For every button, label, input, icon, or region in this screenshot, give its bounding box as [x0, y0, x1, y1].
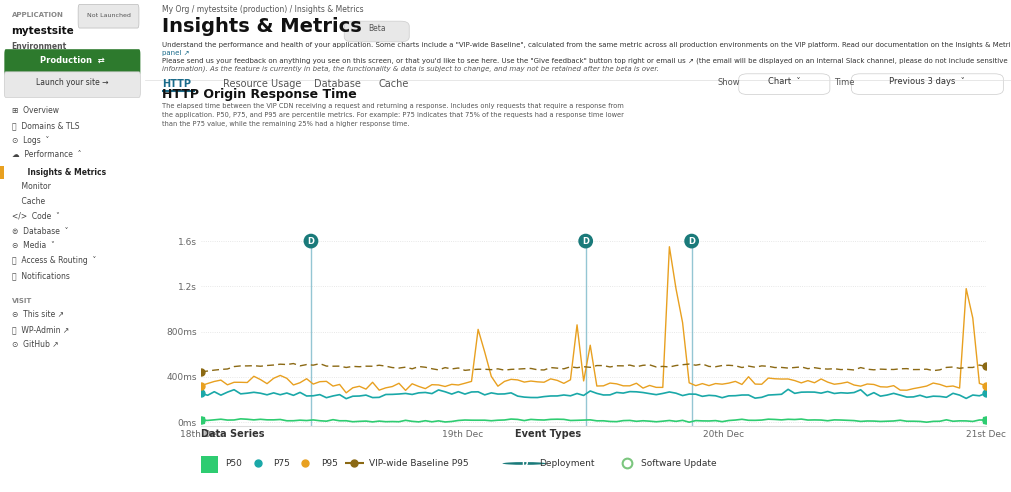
Text: VIP-wide Baseline P95: VIP-wide Baseline P95: [369, 459, 468, 468]
Text: Production  ⇄: Production ⇄: [40, 56, 104, 65]
Text: 🔒  Access & Routing  ˅: 🔒 Access & Routing ˅: [11, 256, 96, 265]
FancyBboxPatch shape: [738, 74, 829, 94]
Text: Cache: Cache: [378, 79, 408, 89]
Text: Not Launched: Not Launched: [87, 13, 131, 18]
Text: Cache: Cache: [11, 197, 44, 206]
Text: Beta: Beta: [368, 25, 385, 33]
Text: ☁  Performance  ˄: ☁ Performance ˄: [11, 151, 81, 159]
Text: information). As the feature is currently in beta, the functionality & data is s: information). As the feature is currentl…: [162, 66, 658, 72]
Text: panel ↗: panel ↗: [162, 50, 189, 56]
Text: Time: Time: [833, 78, 854, 87]
Text: Event Types: Event Types: [515, 429, 580, 439]
Text: ⊙  GitHub ↗: ⊙ GitHub ↗: [11, 340, 59, 349]
Text: Previous 3 days  ˅: Previous 3 days ˅: [889, 77, 964, 86]
Text: than the P75 value, while the remaining 25% had a higher response time.: than the P75 value, while the remaining …: [162, 121, 409, 127]
Text: ⊜  Database  ˅: ⊜ Database ˅: [11, 227, 68, 236]
Text: Ⓦ  WP-Admin ↗: Ⓦ WP-Admin ↗: [11, 325, 69, 334]
Text: Launch your site →: Launch your site →: [36, 78, 108, 87]
FancyBboxPatch shape: [344, 21, 408, 42]
Text: VISIT: VISIT: [11, 298, 32, 304]
Text: 🔔  Notifications: 🔔 Notifications: [11, 271, 70, 280]
Text: D: D: [307, 237, 314, 246]
Text: the application. P50, P75, and P95 are percentile metrics. For example: P75 indi: the application. P50, P75, and P95 are p…: [162, 112, 624, 118]
Text: APPLICATION: APPLICATION: [11, 12, 64, 18]
Circle shape: [502, 462, 546, 465]
Text: Monitor: Monitor: [11, 183, 51, 191]
Text: 🔒  Domains & TLS: 🔒 Domains & TLS: [11, 121, 79, 130]
Text: My Org / mytestsite (production) / Insights & Metrics: My Org / mytestsite (production) / Insig…: [162, 5, 363, 14]
Text: Understand the performance and health of your application. Some charts include a: Understand the performance and health of…: [162, 42, 1011, 48]
Text: P50: P50: [225, 459, 242, 468]
Text: Insights & Metrics: Insights & Metrics: [162, 17, 362, 36]
Text: ⊝  This site ↗: ⊝ This site ↗: [11, 310, 64, 319]
Text: D: D: [581, 237, 588, 246]
Text: Environment: Environment: [11, 42, 67, 51]
Text: Resource Usage: Resource Usage: [222, 79, 301, 89]
Text: D: D: [521, 459, 527, 468]
FancyBboxPatch shape: [0, 166, 145, 179]
Text: HTTP: HTTP: [162, 79, 191, 89]
Text: P95: P95: [320, 459, 338, 468]
FancyBboxPatch shape: [78, 4, 139, 28]
Text: Insights & Metrics: Insights & Metrics: [17, 168, 106, 177]
Bar: [0, 166, 4, 179]
Text: Chart  ˅: Chart ˅: [766, 77, 800, 86]
FancyBboxPatch shape: [4, 49, 141, 76]
Text: </>  Code  ˅: </> Code ˅: [11, 212, 60, 221]
Text: D: D: [687, 237, 695, 246]
Text: The elapsed time between the VIP CDN receiving a request and returning a respons: The elapsed time between the VIP CDN rec…: [162, 103, 623, 109]
Text: Database: Database: [313, 79, 360, 89]
Text: Data Series: Data Series: [201, 429, 264, 439]
Text: ⊞  Overview: ⊞ Overview: [11, 106, 59, 115]
FancyBboxPatch shape: [4, 72, 141, 97]
Text: P75: P75: [273, 459, 290, 468]
Text: Show: Show: [717, 78, 739, 87]
Bar: [201, 456, 218, 473]
Text: HTTP Origin Response Time: HTTP Origin Response Time: [162, 89, 357, 101]
Text: ⊙  Logs  ˅: ⊙ Logs ˅: [11, 136, 49, 145]
Text: Deployment: Deployment: [539, 459, 594, 468]
Text: ⊝  Media  ˅: ⊝ Media ˅: [11, 242, 55, 250]
FancyBboxPatch shape: [850, 74, 1002, 94]
Text: Software Update: Software Update: [641, 459, 717, 468]
Text: mytestsite: mytestsite: [11, 27, 74, 36]
Text: Please send us your feedback on anything you see on this screen, or that you'd l: Please send us your feedback on anything…: [162, 58, 1007, 64]
